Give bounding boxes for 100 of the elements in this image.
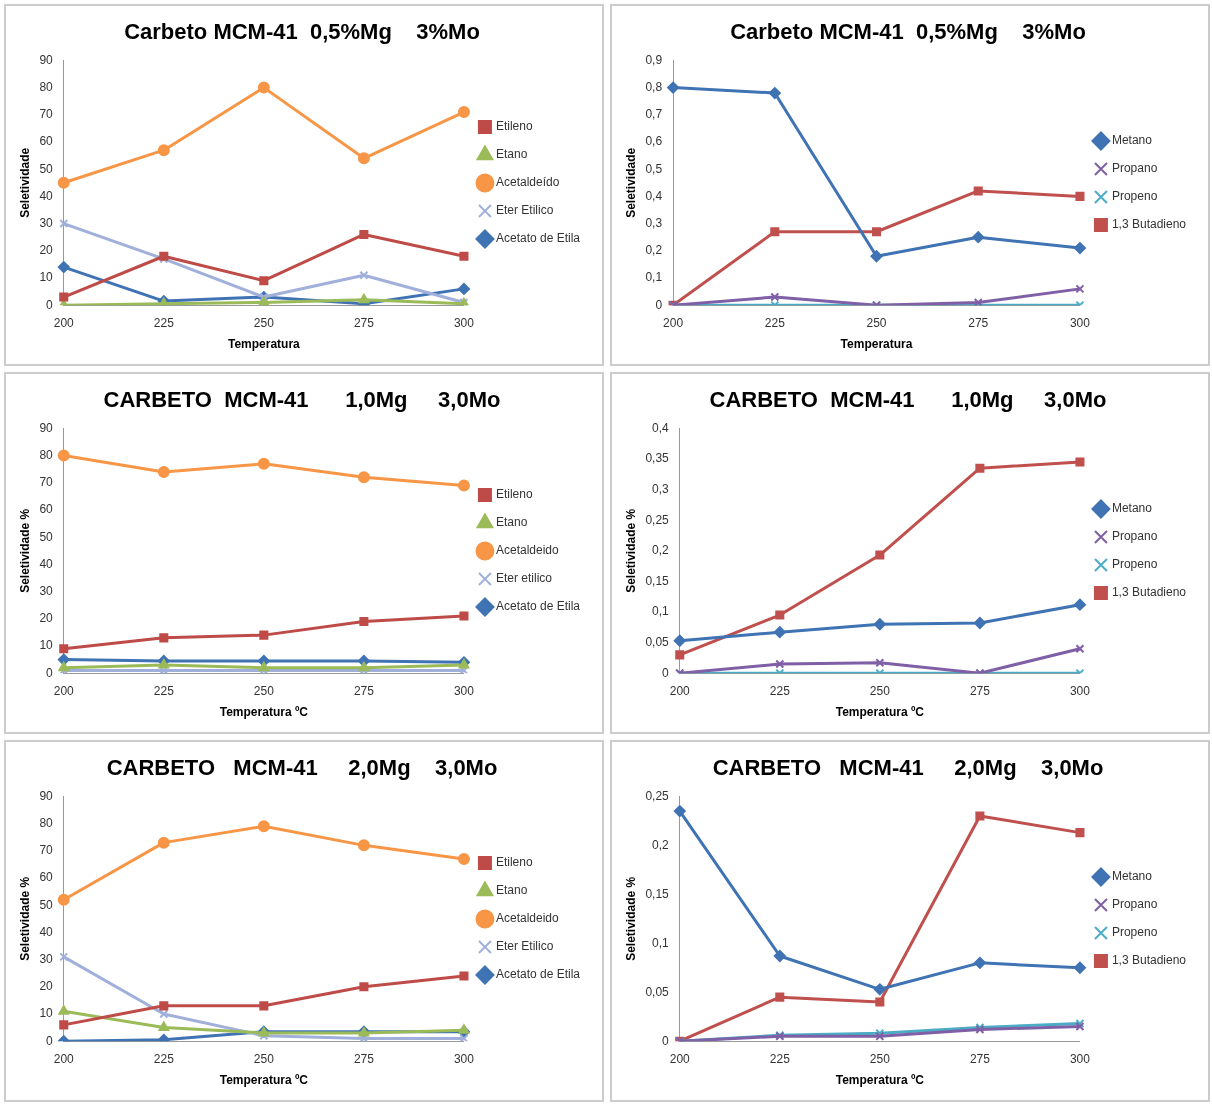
legend-label: Eter Etilico: [495, 939, 554, 954]
legend-label: 1,3 Butadieno: [1111, 953, 1187, 968]
x-tick-label: 250: [253, 1051, 275, 1066]
x-tick-label: 200: [53, 1051, 75, 1066]
legend-label: Metano: [1111, 501, 1153, 516]
y-axis-title: Seletividade: [17, 147, 32, 218]
y-tick-label: 0,4: [652, 420, 670, 435]
y-tick-label: 0: [46, 297, 54, 312]
legend-label: Propano: [1111, 897, 1158, 912]
y-tick-label: 70: [39, 843, 54, 858]
chart-title: Carbeto MCM-41 0,5%Mg 3%Mo: [730, 19, 1086, 45]
legend-label: Propano: [1111, 161, 1158, 176]
chart-title: CARBETO MCM-41 1,0Mg 3,0Mo: [103, 387, 501, 413]
x-tick-label: 250: [869, 1051, 891, 1066]
y-tick-label: 0,35: [645, 451, 670, 466]
x-axis-title: Temperatura ºC: [835, 705, 925, 720]
y-tick-label: 20: [39, 243, 54, 258]
y-tick-label: 20: [39, 979, 54, 994]
y-tick-label: 0,5: [645, 161, 663, 176]
legend-label: Etileno: [495, 855, 533, 870]
x-tick-label: 250: [253, 683, 275, 698]
legend-label: Metano: [1111, 869, 1153, 884]
x-axis-title: Temperatura ºC: [835, 1073, 925, 1088]
y-tick-label: 0,3: [645, 215, 663, 230]
legend-label: Acetaldeido: [495, 543, 559, 558]
y-tick-label: 90: [39, 420, 54, 435]
x-axis-title: Temperatura: [227, 337, 301, 352]
y-tick-label: 0,05: [645, 984, 670, 999]
y-tick-label: 0,15: [645, 886, 670, 901]
x-tick-label: 275: [968, 315, 989, 330]
x-axis-title: Temperatura ºC: [219, 1073, 309, 1088]
x-tick-label: 250: [866, 315, 887, 330]
x-tick-label: 300: [453, 1051, 475, 1066]
y-tick-label: 0: [662, 665, 670, 680]
y-tick-label: 0,2: [652, 837, 670, 852]
y-tick-label: 0,15: [645, 573, 670, 588]
y-tick-label: 0: [46, 665, 54, 680]
x-tick-label: 225: [769, 683, 791, 698]
x-tick-label: 225: [153, 683, 175, 698]
legend-label: Etano: [495, 515, 528, 530]
x-axis-title: Temperatura ºC: [219, 705, 309, 720]
x-tick-label: 200: [663, 315, 684, 330]
y-tick-label: 30: [39, 215, 54, 230]
legend-label: Acetato de Etila: [495, 967, 581, 982]
y-tick-label: 0,2: [645, 243, 663, 258]
y-tick-label: 60: [39, 870, 54, 885]
y-tick-label: 0: [662, 1033, 670, 1048]
legend-label: Propeno: [1111, 189, 1158, 204]
y-tick-label: 0,7: [645, 107, 663, 122]
y-tick-label: 20: [39, 611, 54, 626]
y-tick-label: 0,1: [652, 604, 670, 619]
legend-label: Metano: [1111, 133, 1153, 148]
y-tick-label: 10: [39, 270, 54, 285]
y-tick-label: 0,4: [645, 188, 663, 203]
y-axis-title: Seletividade: [623, 147, 638, 218]
legend-label: Etano: [495, 147, 528, 162]
y-tick-label: 0,8: [645, 79, 663, 94]
legend-label: Etileno: [495, 487, 533, 502]
legend-label: Eter Etilico: [495, 203, 554, 218]
x-tick-label: 300: [453, 683, 475, 698]
legend-label: Propeno: [1111, 557, 1158, 572]
y-tick-label: 90: [39, 788, 54, 803]
y-axis-title: Seletividade %: [17, 508, 32, 593]
y-tick-label: 80: [39, 79, 54, 94]
y-tick-label: 50: [39, 897, 54, 912]
y-tick-label: 40: [39, 556, 54, 571]
y-axis-title: Seletividade %: [623, 508, 638, 593]
y-tick-label: 30: [39, 583, 54, 598]
y-tick-label: 70: [39, 475, 54, 490]
legend-label: Acetaldeido: [495, 911, 559, 926]
x-tick-label: 225: [153, 1051, 175, 1066]
x-tick-label: 225: [764, 315, 786, 330]
y-tick-label: 90: [39, 52, 54, 67]
legend-label: Acetaldeído: [495, 175, 560, 190]
x-tick-label: 275: [353, 1051, 375, 1066]
y-tick-label: 60: [39, 134, 54, 149]
x-tick-label: 200: [669, 1051, 691, 1066]
y-tick-label: 0,05: [645, 634, 670, 649]
y-tick-label: 80: [39, 447, 54, 462]
x-axis-title: Temperatura: [840, 337, 913, 352]
legend-label: Acetato de Etila: [495, 599, 581, 614]
chart-title: Carbeto MCM-41 0,5%Mg 3%Mo: [124, 19, 480, 45]
y-axis-title: Seletividade %: [17, 876, 32, 961]
x-tick-label: 275: [353, 315, 375, 330]
x-tick-label: 275: [969, 683, 991, 698]
y-tick-label: 70: [39, 107, 54, 122]
y-tick-label: 0,1: [645, 270, 663, 285]
y-tick-label: 50: [39, 161, 54, 176]
y-tick-label: 0,2: [652, 543, 670, 558]
y-tick-label: 80: [39, 815, 54, 830]
x-tick-label: 300: [1069, 315, 1091, 330]
y-tick-label: 0,9: [645, 52, 663, 67]
legend-label: Propano: [1111, 529, 1158, 544]
y-tick-label: 40: [39, 188, 54, 203]
legend-label: Eter etilico: [495, 571, 553, 586]
x-tick-label: 300: [453, 315, 475, 330]
y-tick-label: 0,25: [645, 512, 670, 527]
y-tick-label: 0,25: [645, 788, 670, 803]
y-tick-label: 0,1: [652, 935, 670, 950]
y-tick-label: 0,3: [652, 481, 670, 496]
